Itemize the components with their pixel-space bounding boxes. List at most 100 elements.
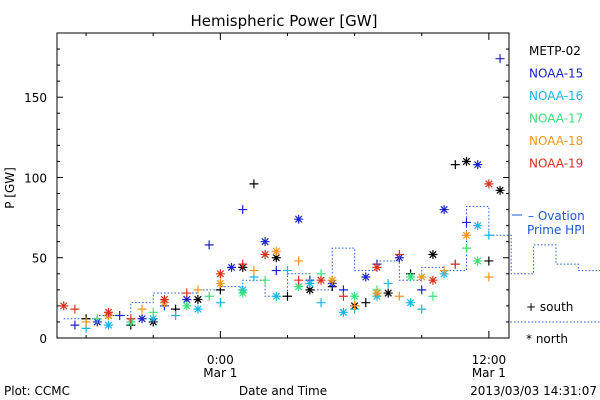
north-star-mark xyxy=(215,269,225,279)
north-star-mark xyxy=(372,262,382,272)
series-noaa-15 xyxy=(70,54,505,330)
x-tick-date-label: Mar 1 xyxy=(472,366,506,380)
south-plus-mark xyxy=(450,160,460,170)
south-plus-mark xyxy=(193,285,203,295)
south-plus-mark xyxy=(81,317,91,327)
north-star-mark xyxy=(271,291,281,301)
south-plus-mark xyxy=(417,285,427,295)
south-plus-mark xyxy=(450,259,460,269)
north-star-mark xyxy=(428,250,438,260)
south-plus-mark xyxy=(171,311,181,321)
north-star-mark xyxy=(103,307,113,317)
south-plus-mark xyxy=(461,217,471,227)
south-plus-mark xyxy=(204,291,214,301)
north-star-mark xyxy=(271,253,281,263)
x-tick-date-label: Mar 1 xyxy=(203,366,237,380)
south-plus-mark xyxy=(417,304,427,314)
ovation-legend-line1: – Ovation xyxy=(528,209,585,223)
south-plus-mark xyxy=(238,205,248,215)
south-plus-mark xyxy=(461,243,471,253)
south-plus-mark xyxy=(70,304,80,314)
south-plus-mark xyxy=(126,314,136,324)
north-star-mark xyxy=(227,262,237,272)
north-star-mark xyxy=(383,288,393,298)
north-star-mark xyxy=(417,272,427,282)
south-plus-mark xyxy=(294,275,304,285)
y-axis-ticks: 0 50 100 150 xyxy=(24,48,509,346)
north-star-mark xyxy=(148,314,158,324)
legend-north: * north xyxy=(526,332,568,346)
north-star-mark xyxy=(484,179,494,189)
north-star-mark xyxy=(193,304,203,314)
y-tick-label: 50 xyxy=(32,252,47,266)
south-plus-mark xyxy=(484,256,494,266)
south-plus-mark xyxy=(238,259,248,269)
south-plus-mark xyxy=(282,266,292,276)
south-plus-mark xyxy=(182,288,192,298)
north-star-mark xyxy=(59,301,69,311)
north-star-mark xyxy=(182,301,192,311)
south-plus-mark xyxy=(249,179,259,189)
north-star-mark xyxy=(193,294,203,304)
footer-timestamp: 2013/03/03 14:31:07 xyxy=(470,384,597,398)
series-metp-02 xyxy=(81,156,505,330)
y-tick-label: 150 xyxy=(24,91,47,105)
south-plus-mark xyxy=(115,311,125,321)
north-star-mark xyxy=(350,291,360,301)
north-star-mark xyxy=(294,214,304,224)
legend-entry: NOAA-17 xyxy=(529,112,583,126)
north-star-mark xyxy=(260,237,270,247)
south-plus-mark xyxy=(92,314,102,324)
x-axis-label: Date and Time xyxy=(239,384,327,398)
north-star-mark xyxy=(294,282,304,292)
south-plus-mark xyxy=(439,266,449,276)
south-plus-mark xyxy=(484,272,494,282)
north-star-mark xyxy=(406,272,416,282)
footer-plot-credit: Plot: CCMC xyxy=(4,384,70,398)
legend-entry: NOAA-16 xyxy=(529,89,583,103)
north-star-mark xyxy=(473,256,483,266)
north-star-mark xyxy=(327,275,337,285)
north-star-mark xyxy=(406,298,416,308)
south-plus-mark xyxy=(137,304,147,314)
north-star-mark xyxy=(372,288,382,298)
legend: METP-02 NOAA-15 NOAA-16 NOAA-17 NOAA-18 NOAA-… xyxy=(529,44,583,171)
south-plus-mark xyxy=(495,54,505,64)
series-noaa-17 xyxy=(92,243,483,327)
south-plus-mark xyxy=(383,278,393,288)
y-tick-label: 0 xyxy=(39,332,47,346)
north-star-mark xyxy=(361,272,371,282)
south-plus-mark xyxy=(350,301,360,311)
north-star-mark xyxy=(159,294,169,304)
south-plus-mark xyxy=(484,230,494,240)
south-plus-mark xyxy=(394,250,404,260)
north-star-mark xyxy=(461,156,471,166)
series-noaa-18 xyxy=(81,230,494,327)
x-tick-time-label: 12:00 xyxy=(472,353,507,367)
south-plus-mark xyxy=(271,266,281,276)
plot-frame xyxy=(56,32,510,339)
north-star-mark xyxy=(428,275,438,285)
south-plus-mark xyxy=(428,291,438,301)
north-star-mark xyxy=(495,185,505,195)
legend-entry: METP-02 xyxy=(529,44,581,58)
north-star-mark xyxy=(316,275,326,285)
y-axis-label: P [GW] xyxy=(3,167,17,209)
north-star-mark xyxy=(271,246,281,256)
data-marks xyxy=(59,54,505,333)
south-plus-mark xyxy=(361,298,371,308)
north-star-mark xyxy=(260,250,270,260)
north-star-mark xyxy=(461,230,471,240)
north-star-mark xyxy=(103,320,113,330)
north-star-mark xyxy=(473,221,483,231)
series-noaa-19 xyxy=(59,179,494,324)
north-star-mark xyxy=(473,160,483,170)
legend-entry: NOAA-18 xyxy=(529,134,583,148)
north-star-mark xyxy=(305,278,315,288)
legend-entry: NOAA-19 xyxy=(529,157,583,171)
south-plus-mark xyxy=(338,291,348,301)
south-plus-mark xyxy=(260,275,270,285)
ovation-hpi-series xyxy=(63,205,600,323)
